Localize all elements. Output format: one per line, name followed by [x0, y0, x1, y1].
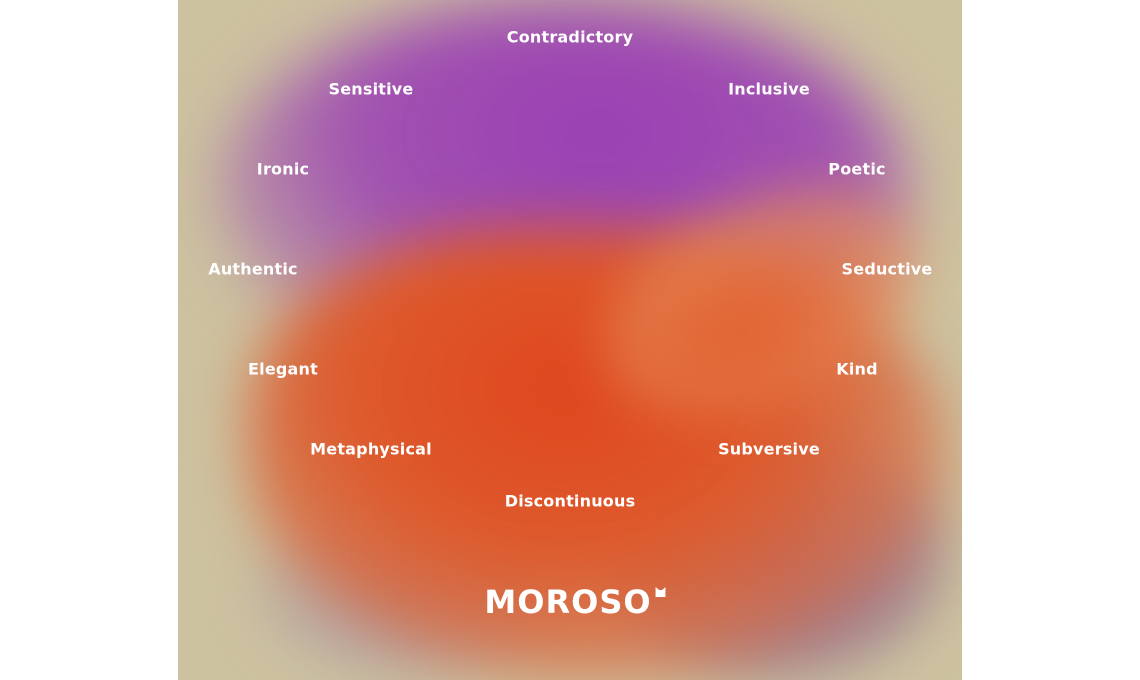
word-inclusive: Inclusive: [728, 79, 810, 99]
word-kind: Kind: [836, 359, 878, 379]
word-contradictory: Contradictory: [506, 27, 634, 47]
word-authentic: Authentic: [208, 259, 298, 279]
word-sensitive: Sensitive: [328, 79, 414, 99]
poster: Contradictory Sensitive Inclusive Ironic…: [178, 0, 962, 680]
word-ironic: Ironic: [256, 159, 310, 179]
word-discontinuous: Discontinuous: [504, 491, 636, 511]
word-subversive: Subversive: [718, 439, 820, 459]
moroso-logo: MOROSO: [484, 583, 666, 621]
word-poetic: Poetic: [828, 159, 886, 179]
logo-mark-icon: [655, 587, 666, 597]
word-metaphysical: Metaphysical: [310, 439, 432, 459]
word-seductive: Seductive: [841, 259, 933, 279]
word-elegant: Elegant: [248, 359, 318, 379]
logo-text: MOROSO: [484, 583, 652, 621]
